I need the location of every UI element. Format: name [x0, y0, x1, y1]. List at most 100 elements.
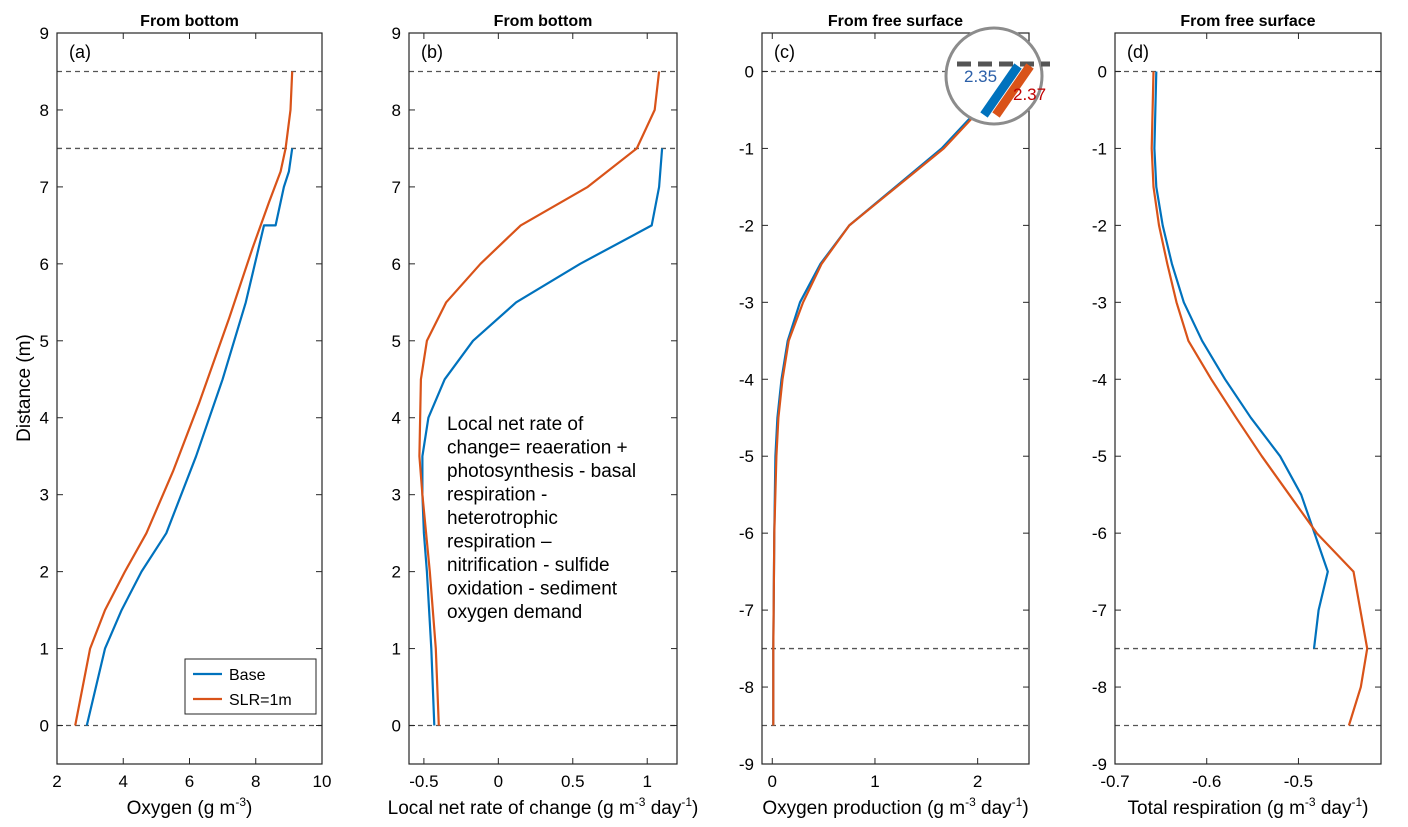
- x-tick-label: -0.5: [1284, 772, 1313, 791]
- y-tick-label: -3: [739, 293, 754, 312]
- y-tick-label: -7: [1092, 601, 1107, 620]
- panel-title: From bottom: [494, 13, 593, 30]
- zoom-inset: 2.35 2.37: [944, 26, 1050, 126]
- panel-d: From free surface 0 -1 -2 -3 -4 -5 -6 -7 -8 -9-0.7…: [1092, 13, 1382, 819]
- inset-slr-value: 2.37: [1013, 85, 1046, 104]
- annotation-line: photosynthesis - basal: [447, 461, 636, 482]
- y-tick-label: 6: [40, 255, 49, 274]
- y-tick-label: -6: [1092, 524, 1107, 543]
- y-tick-label: 2: [40, 563, 49, 582]
- panel-label: (d): [1127, 42, 1149, 62]
- x-label-text: day: [1316, 798, 1352, 819]
- panel-label: (a): [69, 42, 91, 62]
- y-tick-label: 1: [392, 640, 401, 659]
- y-tick-label: 1: [40, 640, 49, 659]
- plot-frame: [408, 32, 678, 765]
- panel-label: (b): [421, 42, 443, 62]
- annotation-line: respiration -: [447, 485, 547, 506]
- x-tick-label: 0: [494, 772, 503, 791]
- series-line-base: [421, 148, 664, 726]
- y-tick-label: 5: [40, 332, 49, 351]
- legend-entry: SLR=1m: [229, 692, 292, 709]
- y-tick-label: -2: [1092, 216, 1107, 235]
- annotation-line: Local net rate of: [447, 414, 584, 435]
- x-tick-label: 1: [642, 772, 651, 791]
- y-tick-label: 2: [392, 563, 401, 582]
- x-axis-label: Total respiration (g m-3 day-1): [1128, 795, 1369, 819]
- plot-frame: [761, 32, 1030, 765]
- plot-frame: [1114, 32, 1382, 765]
- x-label-superscript: -1: [1012, 795, 1023, 809]
- y-tick-label: 0: [40, 717, 49, 736]
- x-label-superscript: -3: [965, 795, 976, 809]
- x-label-superscript: -3: [235, 795, 246, 809]
- y-tick-label: 7: [392, 178, 401, 197]
- panel-label: (c): [774, 42, 795, 62]
- x-label-text: ): [692, 798, 698, 819]
- x-label-text: Total respiration (g m: [1128, 798, 1305, 819]
- y-tick-label: -1: [1092, 139, 1107, 158]
- y-tick-label: 9: [392, 24, 401, 43]
- y-tick-label: 0: [392, 717, 401, 736]
- series-line-slr-1m: [418, 71, 661, 726]
- x-label-text: day: [976, 798, 1012, 819]
- series-line-base: [1153, 71, 1329, 649]
- y-tick-label: 7: [40, 178, 49, 197]
- x-axis-label: Local net rate of change (g m-3 day-1): [388, 795, 699, 819]
- x-label-superscript: -3: [635, 795, 646, 809]
- legend-box: [184, 658, 317, 715]
- annotation-text: Local net rate of change= reaeration +pho…: [447, 414, 636, 623]
- panel-a: From bottom 0 1 2 3 4 5 6 7 8 9 2 4 6 8 10 Oxygen (g m-3…: [40, 13, 332, 819]
- y-tick-label: 5: [392, 332, 401, 351]
- y-tick-label: 0: [745, 62, 754, 81]
- x-label-text: ): [1022, 798, 1028, 819]
- x-label-superscript: -3: [1305, 795, 1316, 809]
- y-tick-label: -4: [1092, 370, 1107, 389]
- x-axis-label: Oxygen production (g m-3 day-1): [762, 795, 1028, 819]
- y-tick-label: -6: [739, 524, 754, 543]
- annotation-line: respiration –: [447, 532, 552, 553]
- x-tick-label: 0: [768, 772, 777, 791]
- x-label-text: day: [645, 798, 681, 819]
- y-tick-label: -9: [1092, 755, 1107, 774]
- x-label-text: ): [1362, 798, 1368, 819]
- y-tick-label: 3: [392, 486, 401, 505]
- series-line-slr-1m: [772, 70, 1017, 726]
- x-tick-label: 2: [973, 772, 982, 791]
- x-tick-label: -0.6: [1192, 772, 1221, 791]
- x-tick-label: -0.7: [1100, 772, 1129, 791]
- y-tick-label: -7: [739, 601, 754, 620]
- x-tick-label: 8: [251, 772, 260, 791]
- x-label-text: Oxygen (g m: [127, 798, 236, 819]
- legend: Base SLR=1m: [184, 658, 317, 715]
- y-tick-label: 4: [40, 409, 49, 428]
- x-label-text: Local net rate of change (g m: [388, 798, 635, 819]
- x-tick-label: 4: [119, 772, 128, 791]
- y-tick-label: -8: [739, 678, 754, 697]
- series-line-slr-1m: [74, 71, 294, 726]
- series-line-slr-1m: [1150, 71, 1369, 726]
- x-tick-label: 1: [870, 772, 879, 791]
- inset-circle: [944, 26, 1044, 126]
- annotation-line: oxygen demand: [447, 602, 582, 623]
- y-tick-label: 9: [40, 24, 49, 43]
- annotation-line: nitrification - sulfide: [447, 555, 610, 576]
- y-tick-label: -5: [739, 447, 754, 466]
- y-tick-label: -8: [1092, 678, 1107, 697]
- x-label-superscript: -1: [1352, 795, 1363, 809]
- inset-base-line: [980, 63, 1022, 118]
- x-label-text: Oxygen production (g m: [762, 798, 965, 819]
- inset-base-value: 2.35: [964, 67, 997, 86]
- annotation-line: heterotrophic: [447, 508, 558, 529]
- x-tick-label: -0.5: [409, 772, 438, 791]
- annotation-line: oxidation - sediment: [447, 579, 618, 600]
- x-tick-label: 10: [313, 772, 332, 791]
- y-tick-label: 4: [392, 409, 401, 428]
- annotation-line: change= reaeration +: [447, 438, 628, 459]
- y-tick-label: 0: [1098, 62, 1107, 81]
- y-axis-label: Distance (m): [14, 334, 35, 442]
- x-tick-label: 6: [185, 772, 194, 791]
- series-line-base: [85, 148, 294, 726]
